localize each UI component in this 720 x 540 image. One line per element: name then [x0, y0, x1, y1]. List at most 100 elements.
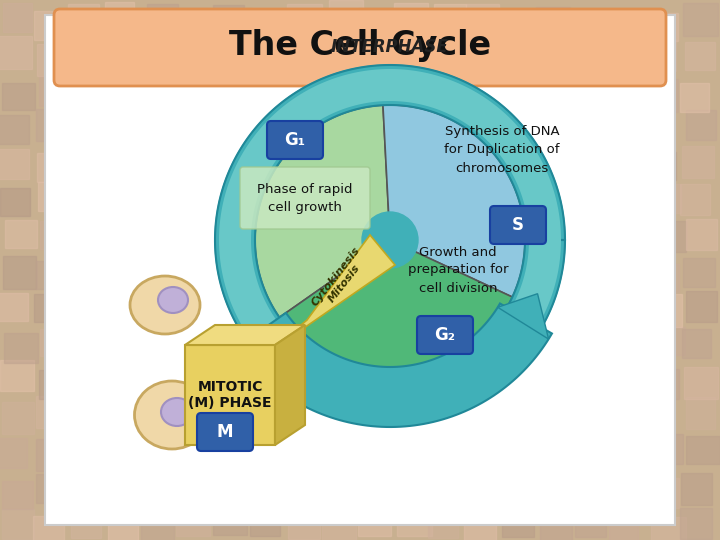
Bar [107, 192, 139, 219]
Bar [68, 147, 98, 177]
Bar [39, 76, 73, 106]
Bar [37, 44, 68, 76]
Bar [540, 155, 575, 184]
Bar [400, 189, 431, 219]
Bar [287, 73, 320, 105]
Bar [1, 360, 34, 392]
Bar [4, 333, 38, 363]
Text: Phase of rapid
cell growth: Phase of rapid cell growth [257, 183, 353, 213]
Bar [392, 259, 426, 290]
Bar [103, 264, 136, 291]
Bar [506, 467, 535, 500]
Bar [68, 4, 99, 33]
Bar [253, 45, 287, 77]
Bar [148, 259, 179, 286]
Bar [290, 441, 322, 470]
Bar [39, 369, 68, 399]
Bar [284, 261, 317, 291]
Bar [683, 258, 715, 287]
Bar [469, 478, 499, 509]
Bar [181, 257, 215, 287]
Bar [219, 442, 251, 469]
Bar [140, 297, 174, 326]
Bar [145, 42, 177, 72]
Polygon shape [185, 325, 305, 345]
Bar [470, 292, 504, 323]
Polygon shape [275, 325, 305, 445]
Bar [432, 332, 465, 361]
Bar [284, 296, 314, 328]
Bar [36, 109, 70, 141]
Bar [572, 437, 604, 467]
Bar [503, 10, 534, 40]
Bar [542, 362, 573, 394]
Bar [507, 294, 537, 322]
Bar [0, 293, 27, 321]
Bar [544, 330, 575, 362]
Bar [644, 13, 678, 40]
Text: Growth and
preparation for
cell division: Growth and preparation for cell division [408, 246, 508, 294]
Bar [537, 85, 571, 113]
Bar [182, 218, 215, 251]
Bar [430, 119, 460, 147]
Bar [574, 151, 606, 181]
Bar [471, 432, 505, 463]
Bar [609, 332, 643, 362]
Bar [107, 42, 137, 72]
Bar [329, 0, 363, 32]
Bar [361, 362, 396, 394]
Bar [37, 153, 67, 182]
Bar [288, 509, 320, 539]
Bar [140, 220, 169, 251]
Text: Cytokinesis
Mitosis: Cytokinesis Mitosis [310, 245, 371, 315]
Bar [609, 510, 639, 540]
Bar [145, 365, 176, 395]
Bar [2, 83, 35, 110]
Bar [469, 143, 503, 175]
Bar [506, 77, 539, 105]
Bar [72, 260, 104, 291]
Bar [433, 261, 466, 292]
Ellipse shape [158, 287, 188, 313]
Bar [256, 180, 287, 212]
Bar [358, 8, 392, 38]
Bar [394, 152, 426, 179]
Bar [252, 362, 282, 394]
Bar [682, 329, 711, 357]
Bar [399, 80, 429, 109]
Bar [502, 510, 534, 537]
Bar [362, 444, 393, 472]
Bar [680, 83, 708, 112]
Bar [113, 435, 144, 465]
Bar [213, 326, 246, 356]
Bar [141, 468, 173, 500]
Bar [216, 181, 245, 213]
Bar [105, 361, 140, 392]
Bar [76, 78, 109, 106]
Polygon shape [237, 303, 552, 427]
Bar [647, 79, 678, 112]
Bar [572, 117, 601, 146]
Bar [651, 327, 685, 355]
Bar [613, 480, 642, 507]
Ellipse shape [135, 381, 210, 449]
Bar [320, 338, 351, 365]
Bar [0, 148, 29, 179]
Text: G₁: G₁ [284, 131, 305, 149]
Polygon shape [219, 69, 561, 411]
Ellipse shape [130, 276, 200, 334]
Bar [38, 182, 68, 211]
Bar [113, 150, 143, 180]
Bar [683, 146, 714, 178]
Bar [433, 146, 467, 178]
Bar [105, 333, 137, 362]
Bar [328, 185, 358, 216]
Bar [575, 79, 608, 111]
Bar [34, 294, 63, 322]
Bar [392, 437, 423, 469]
Bar [217, 224, 251, 254]
Bar [613, 73, 648, 106]
Bar [109, 478, 143, 507]
Bar [359, 151, 389, 181]
Bar [359, 117, 388, 145]
